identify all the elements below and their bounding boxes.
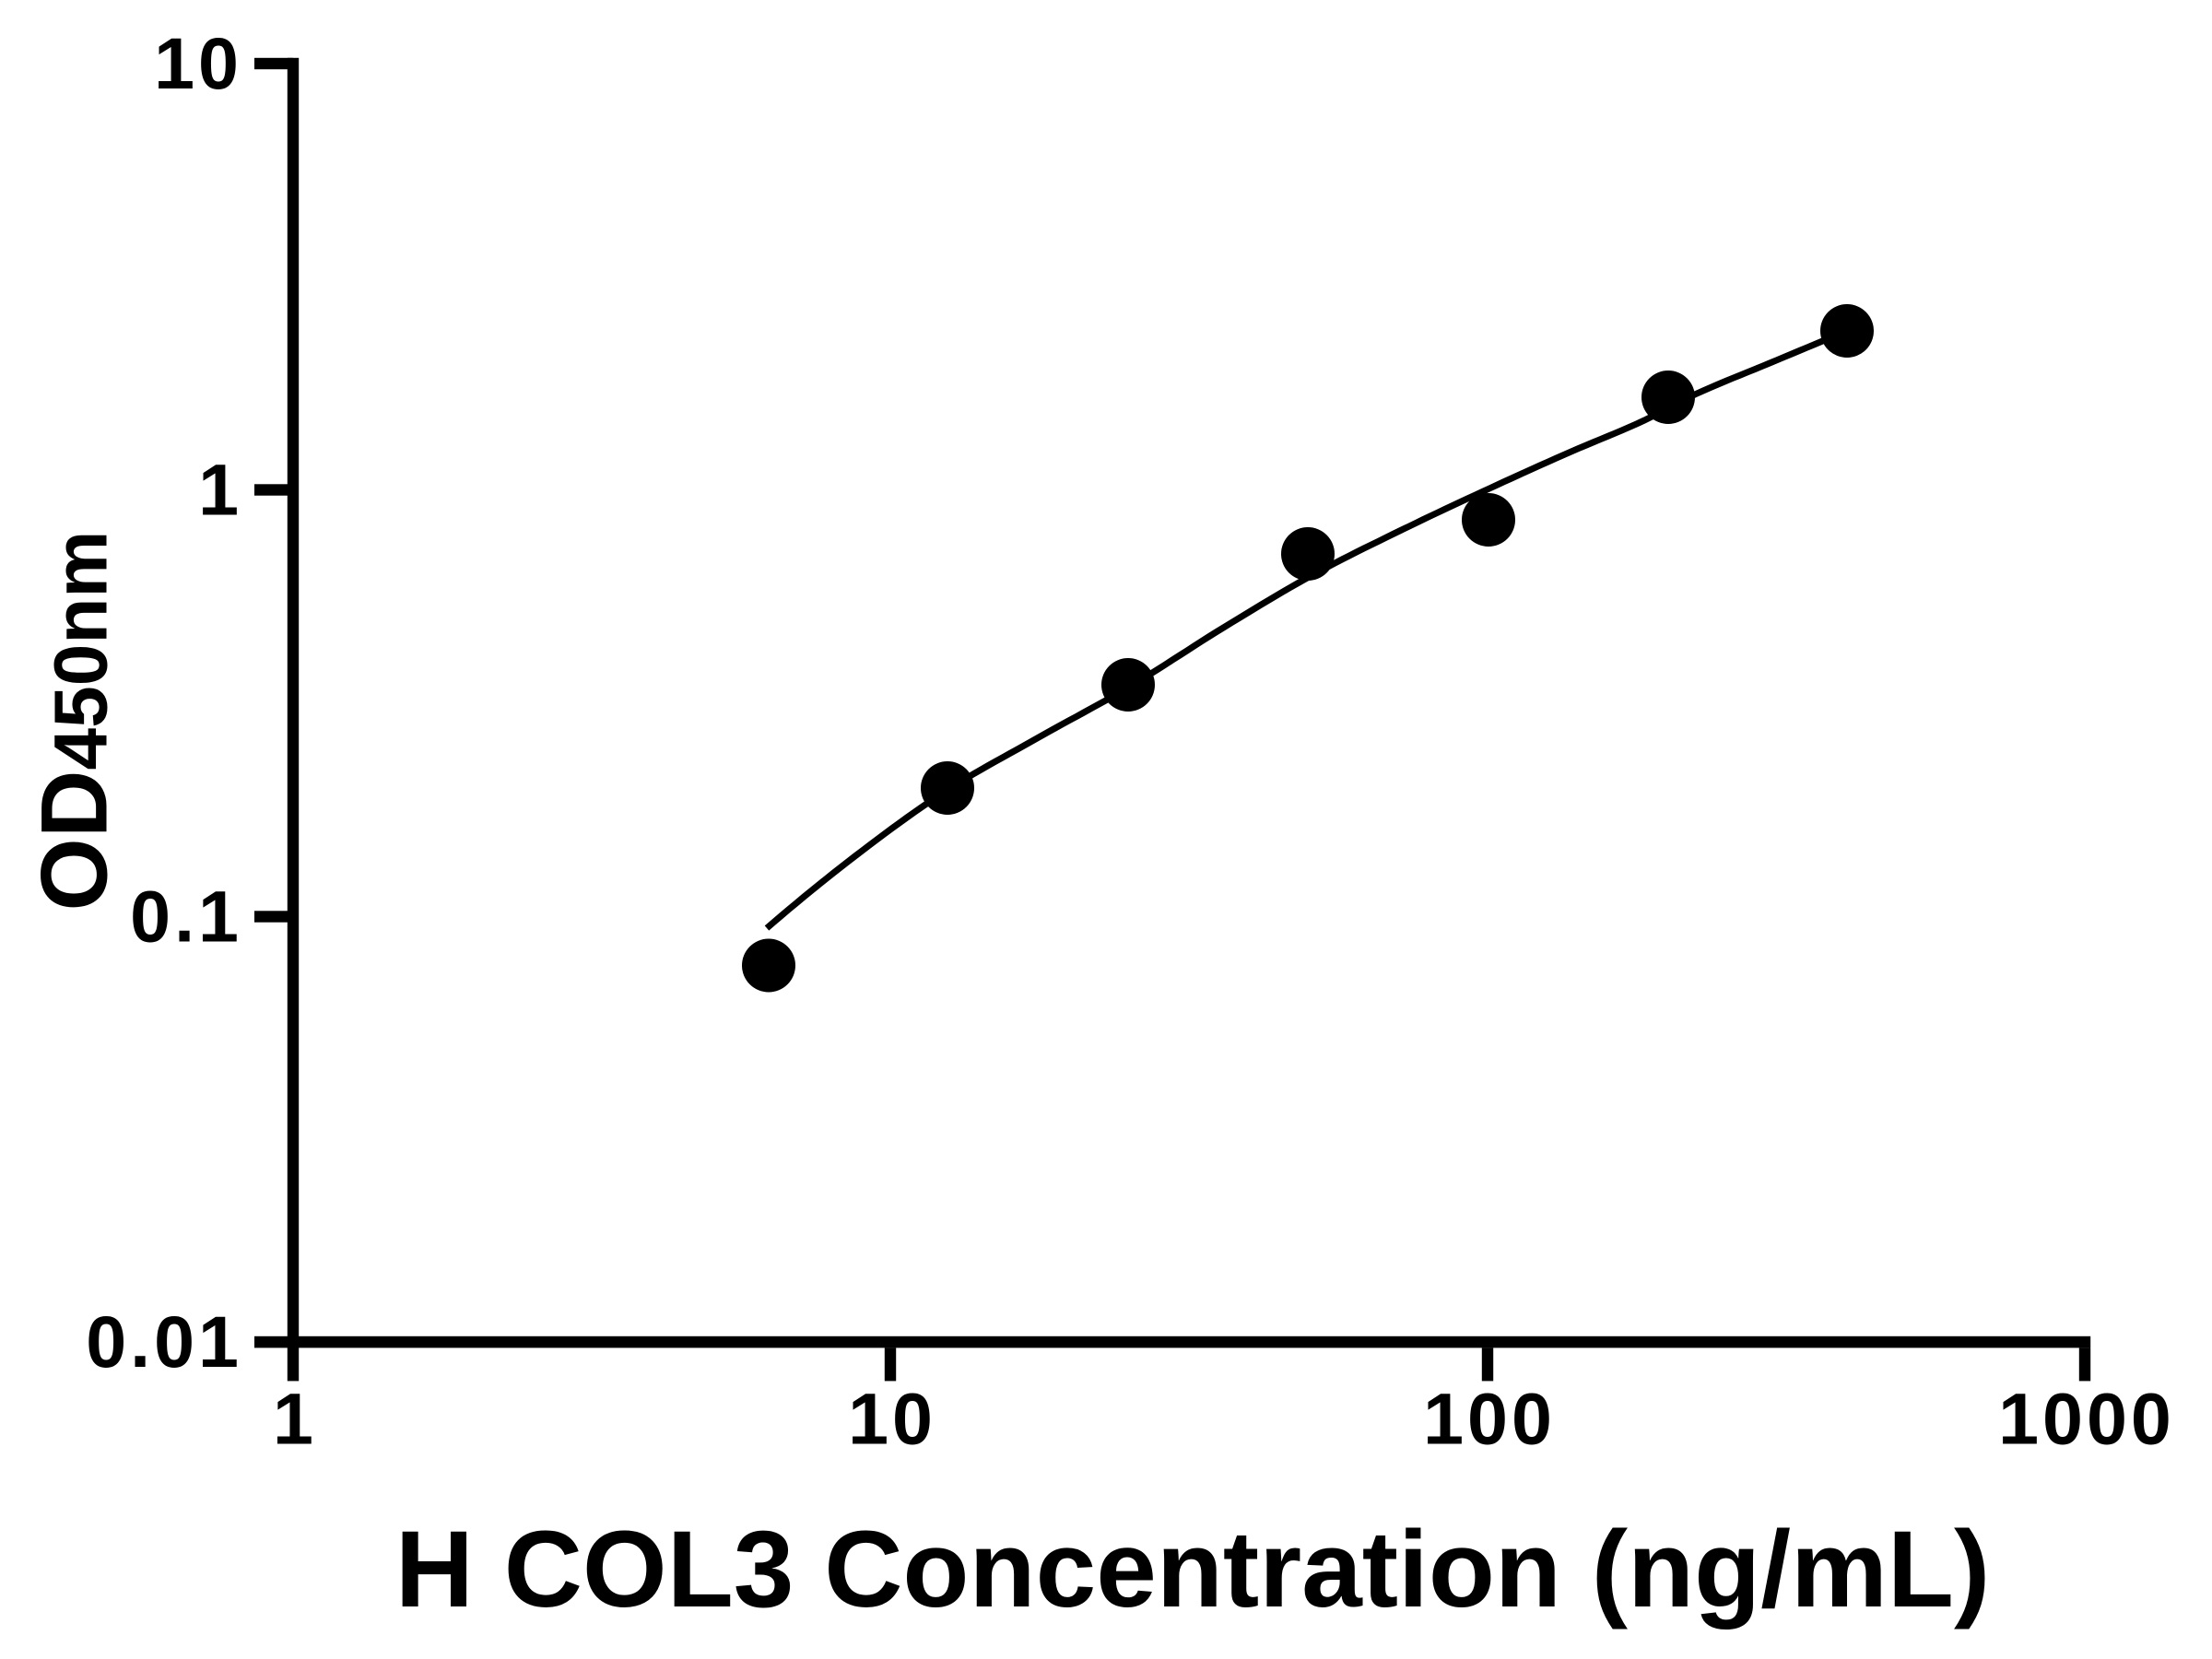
- svg-text:H COL3 Concentration (ng/mL): H COL3 Concentration (ng/mL): [395, 1509, 1991, 1630]
- svg-text:100: 100: [1423, 1378, 1556, 1460]
- svg-text:1: 1: [198, 449, 242, 531]
- svg-text:1000: 1000: [1998, 1378, 2175, 1460]
- svg-text:OD450nm: OD450nm: [22, 531, 127, 912]
- svg-text:0.1: 0.1: [130, 876, 242, 958]
- svg-text:0.01: 0.01: [86, 1300, 242, 1382]
- svg-text:1: 1: [273, 1378, 317, 1460]
- svg-text:10: 10: [154, 22, 242, 104]
- svg-text:10: 10: [848, 1378, 936, 1460]
